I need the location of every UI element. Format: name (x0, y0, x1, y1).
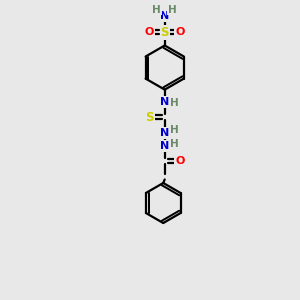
Text: H: H (170, 125, 178, 135)
Text: N: N (160, 11, 169, 21)
Text: N: N (160, 141, 169, 151)
Text: N: N (160, 97, 169, 107)
Text: S: S (160, 26, 169, 39)
Text: O: O (175, 156, 185, 166)
Text: H: H (152, 4, 161, 14)
Text: N: N (160, 128, 169, 138)
Text: H: H (170, 139, 178, 148)
Text: O: O (145, 27, 154, 37)
Text: H: H (168, 4, 177, 14)
Text: H: H (170, 98, 178, 109)
Text: S: S (145, 111, 154, 124)
Text: O: O (175, 27, 185, 37)
